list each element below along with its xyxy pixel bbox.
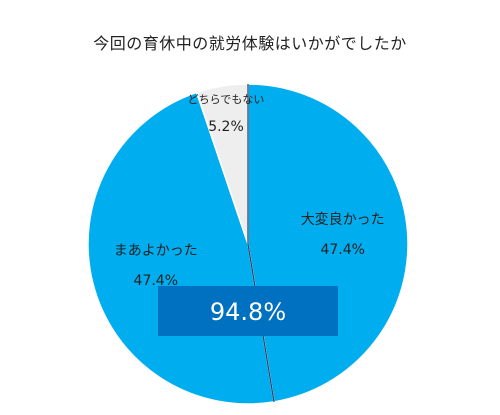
callout-box <box>158 286 338 336</box>
slice-2-label: まあよかった <box>114 243 198 259</box>
slice-3-percent: 5.2% <box>208 119 244 135</box>
slice-2-percent: 47.4% <box>134 273 178 289</box>
slice-1-percent: 47.4% <box>320 242 364 258</box>
callout-text: 94.8% <box>210 298 286 326</box>
chart-title: 今回の育休中の就労体験はいかがでしたか <box>93 34 407 53</box>
slice-1-label: 大変良かった <box>301 211 385 228</box>
slice-3-label: どちらでもない <box>188 93 265 106</box>
